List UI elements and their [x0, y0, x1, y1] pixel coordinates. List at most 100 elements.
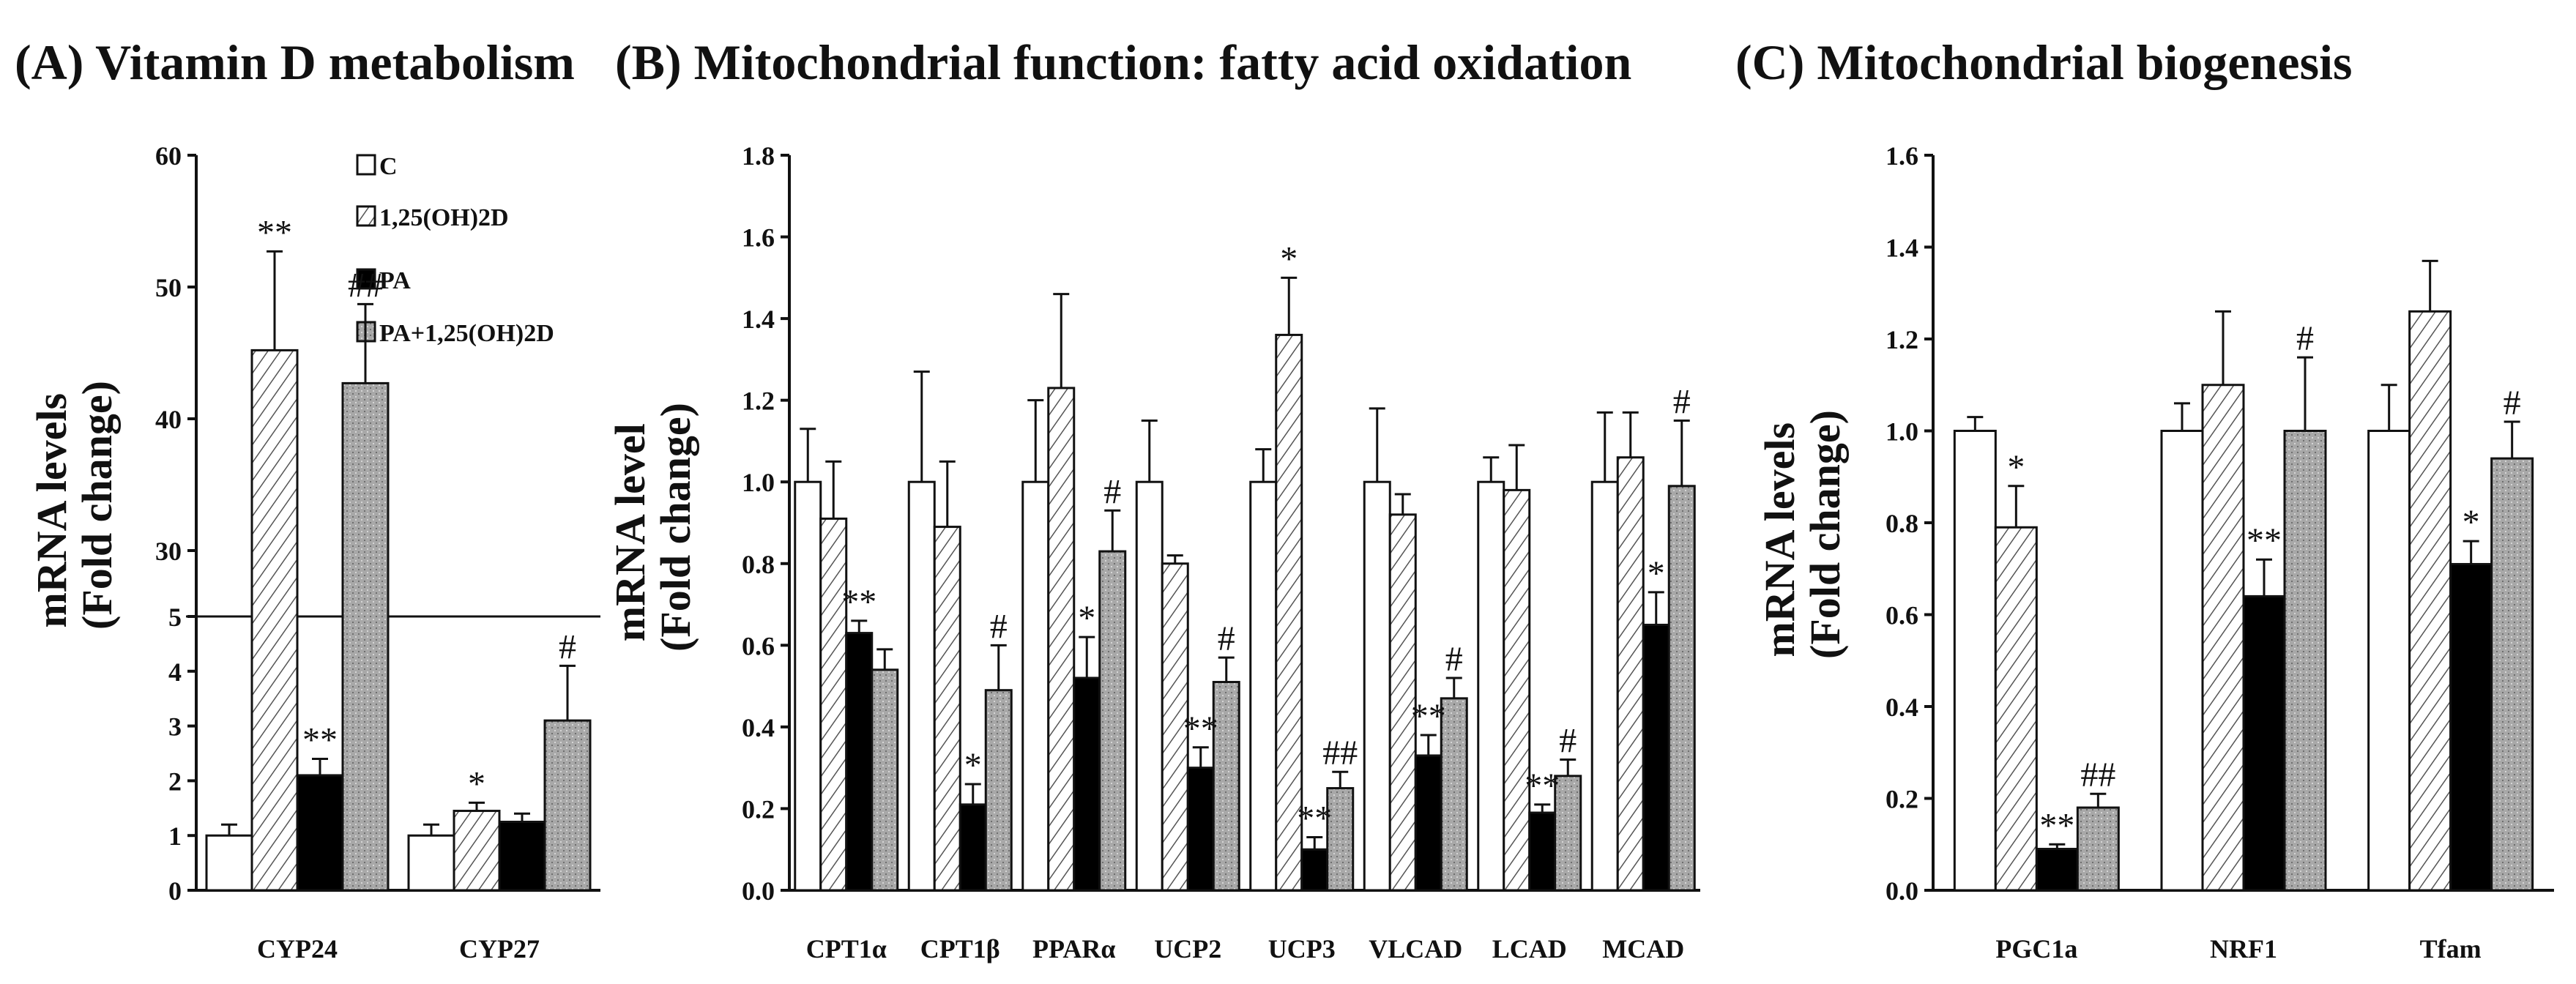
- panel-b-plot: 0.0 0.2 0.4 0.6 0.8 1.0 1.2 1.4 1.6 1.8 CPT1α CPT1β…: [742, 141, 1700, 963]
- panel-c-bar-pa-1: [2242, 594, 2286, 892]
- panel-a-significance-mark: **: [302, 720, 338, 759]
- panel-c-significance-mark: **: [2039, 806, 2074, 845]
- panel-c-ytick-label: 0.0: [1886, 876, 1918, 906]
- panel-b-ytick-label: 0.6: [742, 631, 775, 660]
- panel-b-ytick-label: 0.8: [742, 550, 775, 579]
- panel-a-bar-pa-0: [296, 774, 344, 892]
- panel-b-significance-mark: #: [1103, 472, 1121, 511]
- panel-b-significance-mark: #: [1673, 383, 1691, 422]
- panel-b-category-label: UCP2: [1154, 934, 1221, 963]
- panel-b-significance-mark: **: [1525, 767, 1560, 805]
- panel-c-bar-vitd-0: [1994, 526, 2038, 892]
- panel-b-bar-control-3: [1135, 480, 1164, 892]
- panel-b-category-label: LCAD: [1492, 934, 1567, 963]
- legend: C 1,25(OH)2D PA PA+1,25(OH)2D: [356, 153, 554, 347]
- panel-b-ytick-label: 0.0: [742, 876, 775, 906]
- panel-b-bar-vitd-1: [933, 526, 961, 892]
- panel-c-ylabel-line2: (Fold change): [1801, 410, 1849, 659]
- panel-b-bar-pa-1: [958, 803, 987, 892]
- panel-c-significance-mark: #: [2504, 384, 2521, 422]
- panel-a-title: (A) Vitamin D metabolism: [15, 34, 575, 90]
- panel-c-bar-combo-2: [2490, 457, 2534, 892]
- panel-b-bar-combo-2: [1098, 550, 1127, 892]
- panel-b-significance-mark: #: [1218, 619, 1235, 658]
- panel-a-ytick-label: 1: [168, 821, 182, 851]
- legend-swatch-pa: [356, 268, 376, 290]
- panel-a-ylabel-line2: (Fold change): [73, 381, 121, 630]
- legend-label-vitd: 1,25(OH)2D: [379, 204, 509, 231]
- panel-b-bar-control-2: [1021, 480, 1050, 892]
- panel-b-bar-vitd-0: [819, 517, 848, 892]
- panel-c-title: (C) Mitochondrial biogenesis: [1735, 34, 2352, 90]
- panel-c-ytick-label: 1.2: [1886, 325, 1918, 354]
- panel-a-significance-mark: **: [257, 213, 292, 252]
- panel-a-ytick-label: 4: [168, 657, 182, 687]
- panel-c-bar-pa-2: [2449, 562, 2493, 892]
- legend-label-control: C: [379, 153, 398, 180]
- panel-a-significance-mark: *: [468, 764, 485, 803]
- panel-b-ytick-label: 1.2: [742, 387, 775, 416]
- panel-b-bar-control-6: [1477, 480, 1505, 892]
- panel-a-ytick-label: 0: [168, 876, 182, 906]
- panel-c-bar-control-2: [2367, 430, 2411, 892]
- panel-b-significance-mark: *: [1648, 554, 1665, 593]
- panel-b-category-label: CPT1α: [806, 934, 887, 963]
- panel-a-category-label: CYP27: [459, 934, 540, 963]
- panel-c-significance-mark: ##: [2080, 756, 2115, 794]
- panel-b-bar-combo-3: [1212, 681, 1240, 892]
- panel-c-bar-control-0: [1953, 430, 1997, 892]
- panel-c-significance-mark: #: [2296, 319, 2314, 358]
- panel-b-bar-control-4: [1249, 480, 1278, 892]
- panel-a-plot: 0 1 2 3 4 5 30 40 50 60 CYP24 CYP27 ** ** ## * #: [155, 141, 600, 963]
- panel-b-significance-mark: *: [1280, 239, 1298, 278]
- panel-b-bar-vitd-7: [1616, 456, 1645, 892]
- panel-b-bar-vitd-2: [1047, 387, 1076, 892]
- panel-c-ytick-label: 1.6: [1886, 141, 1918, 171]
- legend-swatch-control: [356, 154, 376, 176]
- panel-c-plot: 0.0 0.2 0.4 0.6 0.8 1.0 1.2 1.4 1.6 PGC1a NRF1 Tfam…: [1886, 141, 2554, 963]
- panel-b-significance-mark: #: [990, 607, 1008, 646]
- panel-b-bar-combo-6: [1554, 775, 1582, 892]
- panel-a-ytick-label: 50: [155, 273, 182, 302]
- panel-b-significance-mark: #: [1445, 640, 1463, 679]
- panel-c-bar-combo-1: [2283, 430, 2327, 892]
- panel-b-title: (B) Mitochondrial function: fatty acid o…: [615, 34, 1631, 90]
- panel-b-bar-pa-6: [1528, 811, 1557, 892]
- panel-c-ytick-label: 0.8: [1886, 509, 1918, 538]
- panel-a-bar-pa-1: [498, 821, 546, 892]
- panel-b-bar-pa-4: [1300, 848, 1329, 892]
- panel-a-ylabel-line1: mRNA levels: [28, 393, 75, 628]
- panel-b-significance-mark: *: [1078, 599, 1095, 638]
- panel-c-category-label: PGC1a: [1995, 934, 2077, 963]
- panel-a-bar-vitd-1: [453, 810, 501, 892]
- panel-c-category-label: Tfam: [2420, 934, 2482, 963]
- panel-b-ytick-label: 1.8: [742, 141, 775, 171]
- panel-a-significance-mark: #: [559, 627, 576, 666]
- panel-b-category-label: VLCAD: [1369, 934, 1462, 963]
- panel-b-ylabel-line1: mRNA level: [606, 423, 654, 641]
- panel-b-bar-control-7: [1590, 480, 1619, 892]
- panel-c-bar-vitd-1: [2201, 384, 2245, 892]
- panel-b-bar-pa-3: [1186, 767, 1215, 892]
- panel-b-ylabel-line2: (Fold change): [652, 403, 699, 652]
- panel-c-ytick-label: 0.6: [1886, 601, 1918, 630]
- panel-b-bar-combo-7: [1667, 485, 1696, 892]
- panel-b-ytick-label: 0.4: [742, 713, 775, 742]
- panel-a-ytick-label: 60: [155, 141, 182, 171]
- panel-c-bar-combo-0: [2076, 806, 2120, 892]
- panel-a-ytick-label: 40: [155, 405, 182, 434]
- panel-b-significance-mark: *: [964, 746, 982, 785]
- panel-c-ytick-label: 0.2: [1886, 785, 1918, 814]
- panel-a-category-label: CYP24: [257, 934, 338, 963]
- panel-a-ylabel: mRNA levels (Fold change): [28, 381, 121, 630]
- panel-c-ytick-label: 0.4: [1886, 693, 1918, 722]
- panel-b-bar-combo-0: [871, 668, 899, 892]
- panel-a-bar-control-1: [407, 834, 455, 892]
- panel-b-significance-mark: ##: [1322, 734, 1358, 772]
- panel-b-ylabel: mRNA level (Fold change): [606, 403, 699, 652]
- panel-b-significance-mark: #: [1559, 722, 1577, 761]
- panel-c-significance-mark: **: [2246, 521, 2282, 560]
- legend-swatch-vitd: [356, 205, 376, 227]
- panel-b-bar-control-1: [907, 480, 936, 892]
